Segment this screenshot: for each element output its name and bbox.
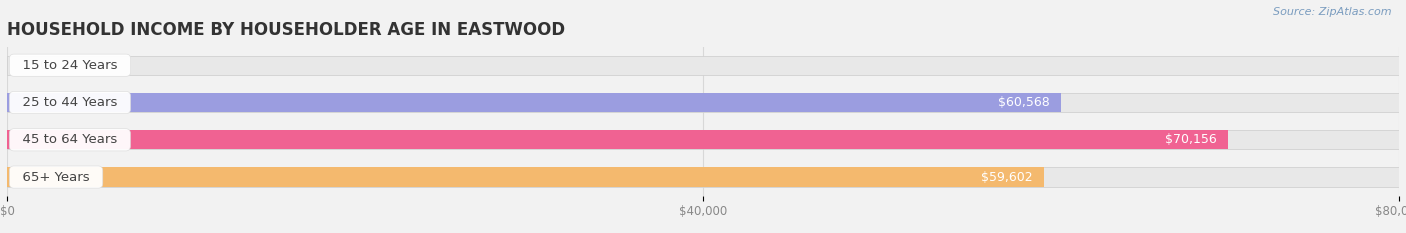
Bar bbox=[7, 167, 1045, 187]
Bar bbox=[7, 55, 1399, 75]
Text: 45 to 64 Years: 45 to 64 Years bbox=[14, 133, 125, 146]
Bar bbox=[7, 130, 1399, 150]
Bar bbox=[7, 130, 1227, 150]
Text: 15 to 24 Years: 15 to 24 Years bbox=[14, 59, 127, 72]
Text: $60,568: $60,568 bbox=[998, 96, 1050, 109]
Text: $0: $0 bbox=[32, 59, 48, 72]
Text: HOUSEHOLD INCOME BY HOUSEHOLDER AGE IN EASTWOOD: HOUSEHOLD INCOME BY HOUSEHOLDER AGE IN E… bbox=[7, 21, 565, 39]
Bar bbox=[7, 167, 1399, 187]
Bar bbox=[7, 93, 1399, 112]
Text: $59,602: $59,602 bbox=[981, 171, 1033, 184]
Text: 25 to 44 Years: 25 to 44 Years bbox=[14, 96, 127, 109]
Text: $70,156: $70,156 bbox=[1164, 133, 1216, 146]
Text: 65+ Years: 65+ Years bbox=[14, 171, 98, 184]
Text: Source: ZipAtlas.com: Source: ZipAtlas.com bbox=[1274, 7, 1392, 17]
Bar bbox=[7, 93, 1062, 112]
